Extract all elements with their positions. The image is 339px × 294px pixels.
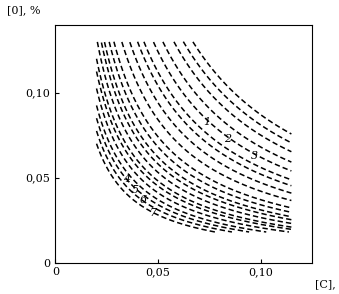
Text: 4: 4 [123, 174, 130, 184]
Text: 5: 5 [132, 185, 139, 195]
Text: [0], %: [0], % [7, 5, 40, 15]
X-axis label: [C], %: [C], % [315, 279, 339, 289]
Text: 3: 3 [251, 151, 258, 161]
Text: 1: 1 [203, 116, 210, 126]
Text: 7: 7 [150, 208, 157, 218]
Text: 6: 6 [140, 195, 147, 205]
Text: 2: 2 [224, 133, 231, 143]
